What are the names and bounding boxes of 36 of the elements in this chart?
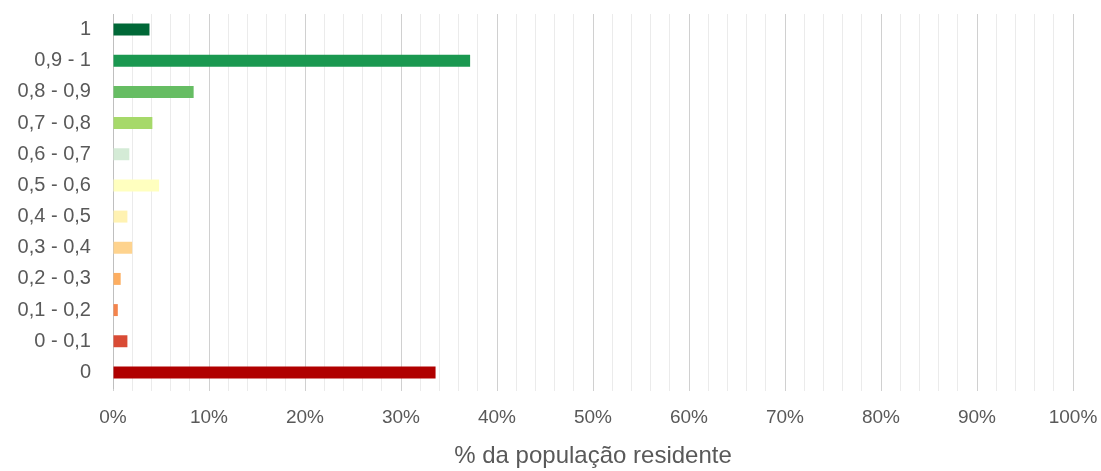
y-tick-label: 0,8 - 0,9 — [17, 79, 91, 102]
bar — [113, 179, 160, 192]
y-tick-label: 0,9 - 1 — [34, 48, 91, 71]
bar — [113, 85, 194, 98]
x-tick-label: 0% — [99, 405, 127, 427]
y-tick-label: 0,6 - 0,7 — [17, 141, 91, 164]
y-tick-label: 0,5 - 0,6 — [17, 172, 91, 195]
x-tick-label: 90% — [957, 405, 997, 427]
x-tick-label: 100% — [1048, 405, 1098, 427]
x-tick-label: 50% — [573, 405, 613, 427]
x-tick-label: 20% — [285, 405, 325, 427]
y-tick-label: 0,1 - 0,2 — [17, 297, 91, 320]
bar — [113, 272, 121, 285]
x-tick-label: 80% — [861, 405, 901, 427]
bar — [113, 148, 130, 161]
x-tick-label: 60% — [669, 405, 709, 427]
bar — [113, 241, 133, 254]
x-tick-label: 40% — [477, 405, 517, 427]
y-tick-label: 0,3 - 0,4 — [17, 235, 91, 258]
bar — [113, 366, 436, 379]
x-tick-label: 30% — [381, 405, 421, 427]
bar — [113, 210, 128, 223]
y-tick-label: 0,4 - 0,5 — [17, 204, 91, 227]
x-axis-title: % da população residente — [454, 441, 732, 469]
bar — [113, 23, 150, 36]
x-tick-label: 70% — [765, 405, 805, 427]
bar — [113, 117, 153, 130]
bar — [113, 335, 128, 348]
y-tick-label: 0,2 - 0,3 — [17, 266, 91, 289]
y-tick-label: 1 — [79, 17, 91, 40]
x-tick-label: 10% — [189, 405, 229, 427]
bar — [113, 304, 118, 317]
y-tick-label: 0,7 - 0,8 — [17, 110, 91, 133]
bar — [113, 54, 471, 67]
y-tick-label: 0 - 0,1 — [34, 328, 91, 351]
y-tick-label: 0 — [79, 359, 91, 382]
